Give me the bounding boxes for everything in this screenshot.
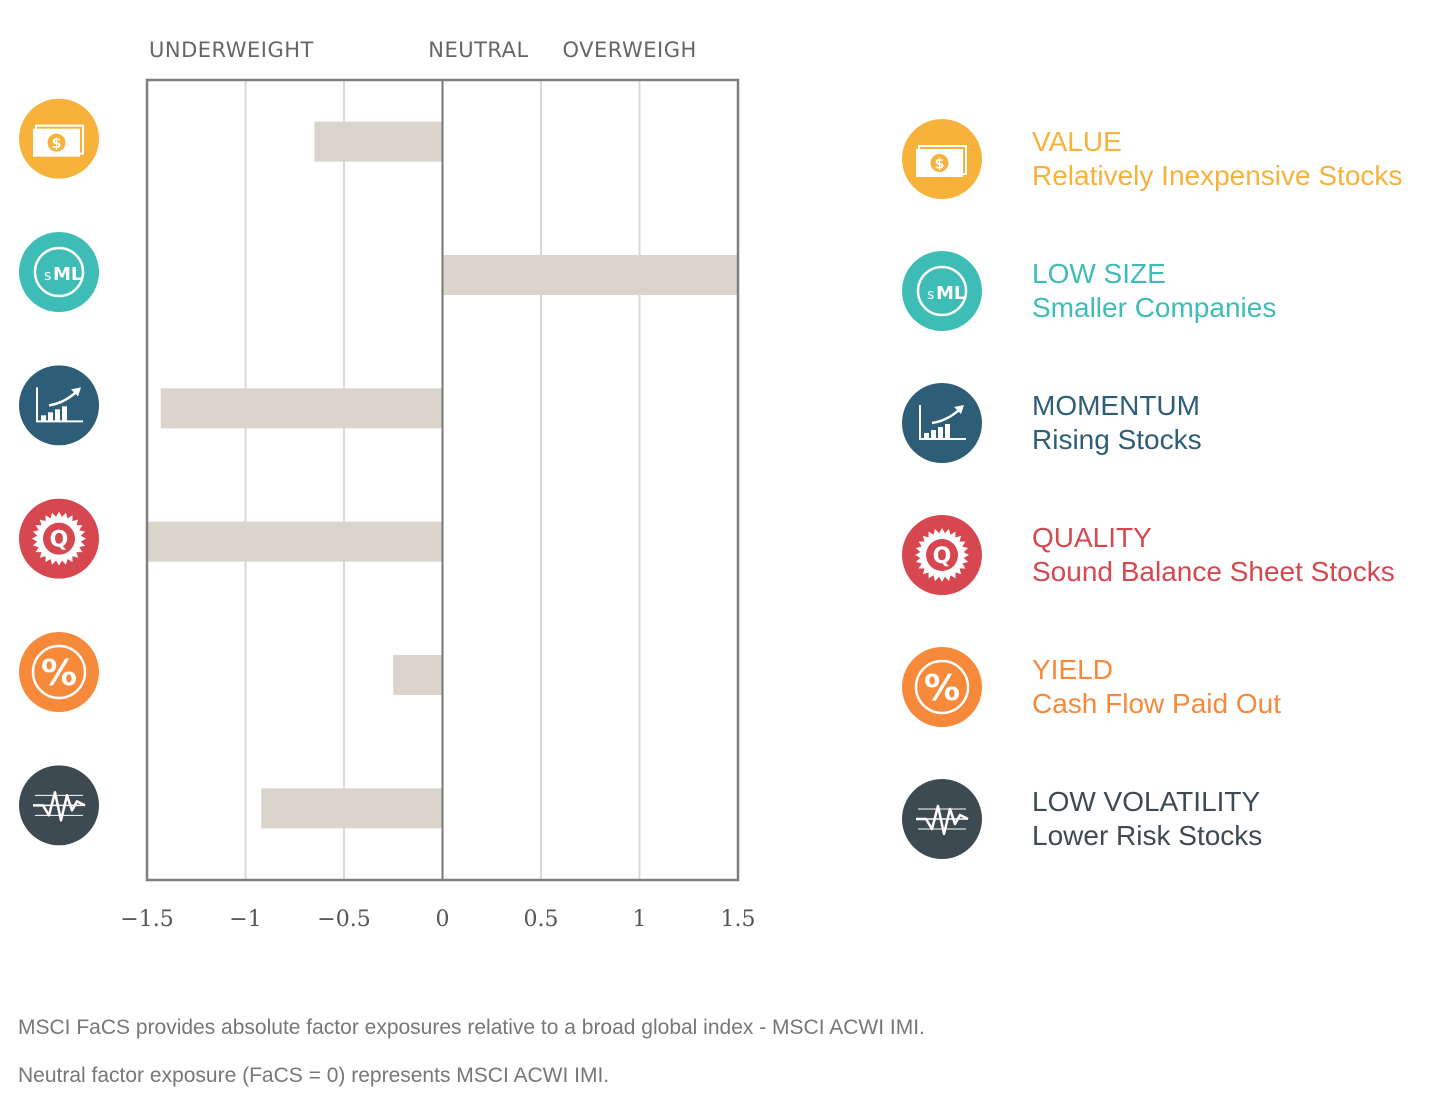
- svg-text:%: %: [41, 653, 77, 694]
- money-icon: $: [902, 119, 982, 199]
- legend-description: Lower Risk Stocks: [1032, 820, 1263, 851]
- svg-text:%: %: [924, 668, 960, 709]
- x-tick-label: 1.5: [721, 907, 756, 932]
- money-icon: $: [19, 98, 99, 179]
- svg-text:Q: Q: [50, 528, 69, 553]
- x-tick-label: −1.5: [120, 907, 173, 932]
- svg-text:ML: ML: [53, 264, 82, 285]
- percent-icon: %: [902, 647, 982, 727]
- svg-text:$: $: [52, 136, 62, 152]
- bar-momentum: [160, 388, 443, 429]
- plot-frame: [145, 78, 740, 882]
- gridlines: [244, 80, 641, 880]
- size-icon: s ML: [19, 232, 99, 312]
- quality-seal-icon: Q: [902, 515, 982, 595]
- x-tick-label: 1: [633, 907, 647, 932]
- legend-name: YIELD: [1032, 654, 1113, 685]
- legend-item-value: $ VALUE Relatively Inexpensive Stocks: [902, 119, 1432, 199]
- x-tick-label: −0.5: [317, 907, 370, 932]
- legend-item-quality: Q QUALITY Sound Balance Sheet Stocks: [902, 515, 1432, 595]
- legend-description: Sound Balance Sheet Stocks: [1032, 556, 1395, 587]
- bar-quality: [147, 521, 443, 562]
- volatility-icon: [19, 765, 99, 846]
- legend-item-low-size: s ML LOW SIZE Smaller Companies: [902, 251, 1432, 331]
- legend-item-yield: % YIELD Cash Flow Paid Out: [902, 647, 1432, 727]
- legend-item-low-volatility: LOW VOLATILITY Lower Risk Stocks: [902, 779, 1432, 859]
- size-icon: s ML: [902, 251, 982, 331]
- legend-name: QUALITY: [1032, 522, 1152, 553]
- legend-name: MOMENTUM: [1032, 390, 1200, 421]
- legend-name: LOW VOLATILITY: [1032, 786, 1261, 817]
- bar-yield: [393, 655, 443, 695]
- svg-text:Q: Q: [933, 544, 952, 569]
- zone-label-overweigh: OVERWEIGH: [562, 38, 696, 62]
- legend-item-momentum: MOMENTUM Rising Stocks: [902, 383, 1432, 463]
- x-tick-label: 0.5: [524, 907, 559, 932]
- legend-description: Rising Stocks: [1032, 424, 1202, 455]
- legend-name: VALUE: [1032, 126, 1122, 157]
- volatility-icon: [902, 779, 982, 859]
- svg-text:s: s: [927, 287, 934, 303]
- x-tick-label: 0: [436, 907, 450, 932]
- bar-low-size: [442, 255, 738, 295]
- quality-seal-icon: Q: [19, 498, 99, 579]
- legend-name: LOW SIZE: [1032, 258, 1166, 289]
- legend-description: Relatively Inexpensive Stocks: [1032, 160, 1403, 191]
- svg-text:s: s: [44, 268, 51, 284]
- percent-icon: %: [19, 632, 99, 712]
- zone-label-neutral: NEUTRAL: [428, 38, 528, 62]
- svg-text:ML: ML: [936, 283, 965, 304]
- bar-value: [314, 121, 443, 162]
- trend-icon: [902, 383, 982, 463]
- zone-label-underweight: UNDERWEIGHT: [149, 38, 314, 62]
- trend-icon: [19, 365, 99, 446]
- factor-exposure-chart: −1.5 −1 −0.5 0 0.5 1 1.5 UNDERWEIGHT NEUTRAL OVER…: [19, 38, 756, 932]
- svg-text:$: $: [935, 157, 945, 173]
- legend-description: Cash Flow Paid Out: [1032, 688, 1281, 719]
- footnote: Neutral factor exposure (FaCS = 0) repre…: [18, 1064, 610, 1087]
- bar-low-volatility: [261, 788, 443, 829]
- x-tick-label: −1: [229, 907, 261, 932]
- legend-description: Smaller Companies: [1032, 292, 1277, 323]
- footnote: MSCI FaCS provides absolute factor expos…: [18, 1016, 925, 1039]
